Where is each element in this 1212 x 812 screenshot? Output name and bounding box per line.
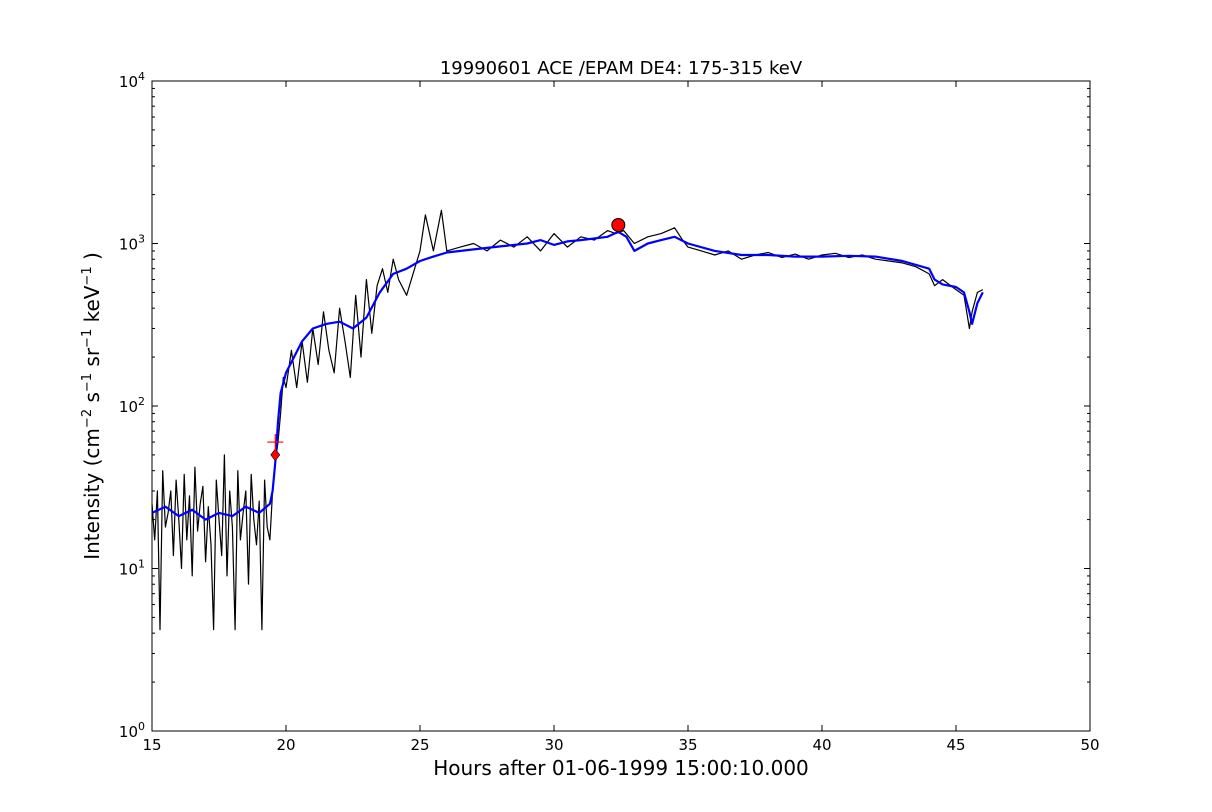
x-tick-label: 50	[1080, 736, 1099, 754]
x-tick-label: 40	[812, 736, 831, 754]
chart-title: 19990601 ACE /EPAM DE4: 175-315 keV	[440, 58, 803, 79]
x-tick-label: 15	[142, 736, 161, 754]
plot-frame	[151, 80, 1091, 732]
tick-layer: 15 20 25 30 35 40 45 50 100 101 102 103 104	[119, 70, 1100, 754]
series-layer	[151, 209, 984, 631]
y-tick-label: 104	[119, 70, 145, 91]
x-tick-label: 25	[410, 736, 429, 754]
y-tick-label: 102	[119, 395, 145, 416]
raw-intensity-line	[151, 209, 984, 631]
x-tick-label: 35	[678, 736, 697, 754]
x-axis-label: Hours after 01-06-1999 15:00:10.000	[433, 756, 809, 780]
y-tick-label: 100	[119, 720, 145, 741]
x-tick-label: 30	[544, 736, 563, 754]
smoothed-intensity-line	[151, 230, 984, 521]
x-tick-label: 45	[946, 736, 965, 754]
y-tick-label: 103	[119, 233, 145, 254]
y-axis-label: Intensity (cm−2 s−1 sr−1 keV−1 )	[80, 252, 104, 560]
y-tick-label: 101	[119, 558, 145, 579]
onset-diamond-marker	[270, 448, 281, 462]
x-tick-label: 20	[276, 736, 295, 754]
marker-layer	[267, 217, 626, 462]
onset-plus-marker	[267, 434, 284, 451]
peak-marker	[611, 217, 626, 232]
